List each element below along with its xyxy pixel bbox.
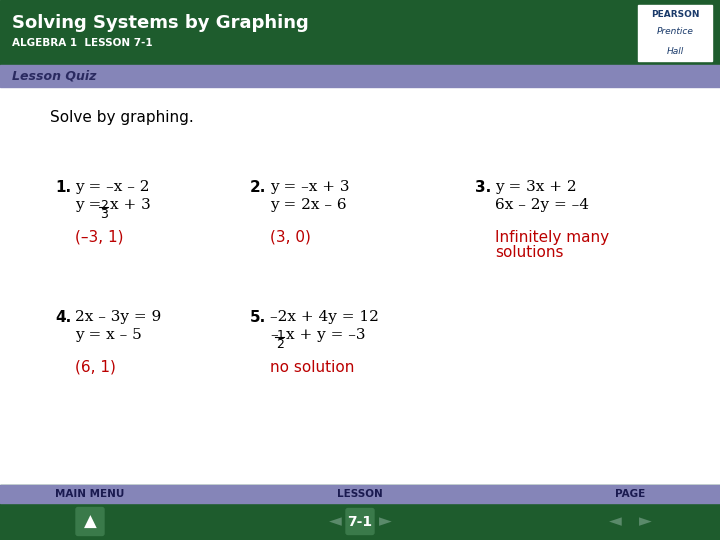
- Text: MAIN MENU: MAIN MENU: [55, 489, 125, 499]
- Text: Hall: Hall: [667, 46, 683, 56]
- Text: PEARSON: PEARSON: [651, 10, 699, 19]
- Text: 3.: 3.: [475, 180, 491, 195]
- Text: 2x – 3y = 9: 2x – 3y = 9: [75, 310, 161, 324]
- Bar: [0, 65, 720, 87]
- Text: y = x – 5: y = x – 5: [75, 328, 142, 342]
- Text: 6x – 2y = –4: 6x – 2y = –4: [495, 198, 589, 212]
- Text: ALGEBRA 1  LESSON 7-1: ALGEBRA 1 LESSON 7-1: [12, 38, 153, 48]
- Text: LESSON: LESSON: [337, 489, 383, 499]
- Text: ◄: ◄: [328, 512, 341, 530]
- Text: 2.: 2.: [250, 180, 266, 195]
- Text: –: –: [270, 328, 278, 342]
- Text: (6, 1): (6, 1): [75, 360, 116, 375]
- Text: –2x + 4y = 12: –2x + 4y = 12: [270, 310, 379, 324]
- Text: 1: 1: [276, 329, 284, 342]
- Text: solutions: solutions: [495, 245, 564, 260]
- Text: x + 3: x + 3: [109, 198, 150, 212]
- Text: Infinitely many: Infinitely many: [495, 230, 609, 245]
- FancyBboxPatch shape: [76, 508, 104, 536]
- Text: ►: ►: [379, 512, 392, 530]
- Text: y = –x + 3: y = –x + 3: [270, 180, 349, 194]
- Bar: [0, 485, 720, 540]
- Text: 3: 3: [100, 208, 108, 221]
- Bar: [0, 0, 720, 65]
- Text: PAGE: PAGE: [615, 489, 645, 499]
- Text: y =: y =: [75, 198, 106, 212]
- Text: 2: 2: [100, 199, 108, 212]
- Text: ▲: ▲: [84, 512, 96, 530]
- Text: ◄: ◄: [608, 512, 621, 530]
- Text: (3, 0): (3, 0): [270, 230, 311, 245]
- Text: ►: ►: [639, 512, 652, 530]
- Text: (–3, 1): (–3, 1): [75, 230, 124, 245]
- Text: 1.: 1.: [55, 180, 71, 195]
- Text: Lesson Quiz: Lesson Quiz: [12, 70, 96, 83]
- Text: Solving Systems by Graphing: Solving Systems by Graphing: [12, 14, 309, 32]
- Text: 5.: 5.: [250, 310, 266, 325]
- Text: Solve by graphing.: Solve by graphing.: [50, 110, 194, 125]
- Text: 4.: 4.: [55, 310, 71, 325]
- FancyBboxPatch shape: [346, 509, 374, 535]
- Text: y = –x – 2: y = –x – 2: [75, 180, 150, 194]
- Text: x + y = –3: x + y = –3: [287, 328, 366, 342]
- Text: 7-1: 7-1: [348, 515, 372, 529]
- Text: 2: 2: [276, 338, 284, 351]
- Bar: [0, 485, 720, 503]
- Text: no solution: no solution: [270, 360, 354, 375]
- Text: Prentice: Prentice: [657, 26, 693, 36]
- Bar: [638, 5, 712, 61]
- Text: y = 3x + 2: y = 3x + 2: [495, 180, 577, 194]
- Text: y = 2x – 6: y = 2x – 6: [270, 198, 346, 212]
